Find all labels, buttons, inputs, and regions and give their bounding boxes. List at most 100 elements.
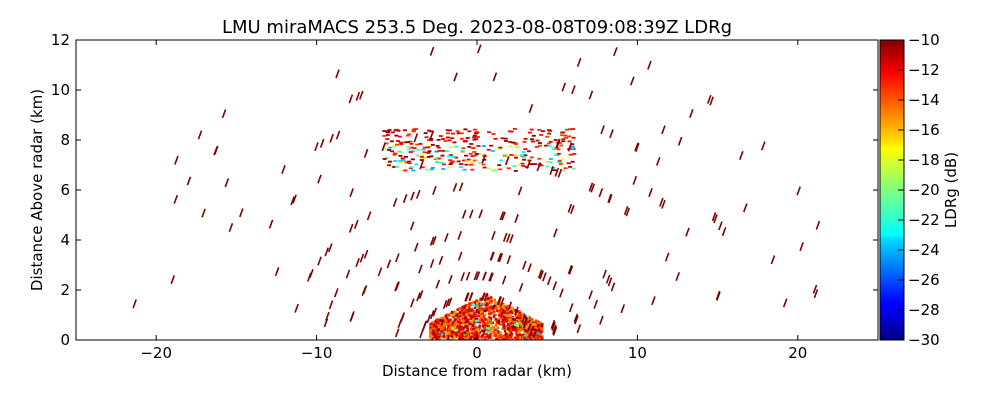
echo-pixel [468, 152, 473, 155]
echo-pixel [520, 316, 524, 320]
echo-pixel [485, 305, 489, 309]
echo-pixel [486, 148, 491, 151]
echo-pixel [431, 335, 434, 338]
echo-streak [473, 271, 479, 281]
echo-pixel [458, 322, 461, 325]
echo-pixel [436, 146, 441, 149]
echo-pixel [509, 335, 513, 339]
echo-streak [799, 242, 804, 252]
echo-pixel [424, 136, 429, 139]
echo-pixel [480, 318, 484, 322]
echo-pixel [435, 144, 440, 147]
echo-streak [549, 165, 554, 175]
echo-pixel [470, 333, 473, 337]
echo-pixel [497, 330, 500, 333]
echo-streak [421, 321, 427, 331]
echo-pixel [476, 301, 479, 305]
echo-pixel [494, 302, 498, 306]
echo-pixel [458, 314, 461, 318]
echo-pixel [445, 129, 450, 132]
echo-pixel [476, 304, 479, 307]
echo-streak [482, 271, 487, 281]
echo-pixel [406, 146, 411, 149]
echo-pixel [501, 327, 504, 330]
echo-pixel [501, 318, 504, 322]
echo-pixel [462, 312, 466, 315]
echo-pixel [470, 316, 474, 319]
echo-pixel [467, 130, 472, 133]
echo-pixel [540, 130, 545, 133]
echo-pixel [462, 159, 467, 162]
echo-pixel [470, 168, 475, 171]
echo-pixel [483, 323, 487, 326]
echo-pixel [459, 314, 463, 318]
echo-streak [661, 125, 666, 135]
echo-pixel [529, 317, 533, 321]
echo-pixel [455, 314, 458, 317]
echo-pixel [485, 307, 488, 310]
echo-pixel [394, 128, 399, 131]
echo-pixel [494, 328, 498, 331]
echo-pixel [540, 335, 544, 338]
echo-pixel [499, 332, 503, 336]
echo-pixel [539, 134, 544, 136]
echo-pixel [539, 332, 543, 336]
echo-pixel [447, 331, 451, 335]
echo-pixel [466, 319, 469, 322]
echo-pixel [472, 134, 477, 137]
echo-streak [623, 206, 629, 216]
echo-pixel [463, 331, 467, 334]
echo-pixel [447, 329, 450, 332]
echo-pixel [432, 328, 436, 332]
echo-pixel [474, 329, 478, 333]
echo-pixel [453, 323, 457, 326]
echo-pixel [496, 305, 499, 309]
echo-pixel [521, 335, 525, 339]
echo-pixel [409, 142, 414, 145]
echo-streak [429, 310, 435, 320]
echo-streak [528, 328, 534, 338]
echo-streak [499, 297, 505, 307]
echo-streak [452, 182, 458, 192]
echo-streak [400, 312, 406, 322]
echo-streak [317, 174, 322, 184]
echo-streak [770, 255, 776, 265]
echo-pixel [463, 306, 466, 310]
echo-pixel [481, 334, 485, 337]
colorbar-label: LDRg (dB) [942, 152, 960, 228]
y-axis: 0 2 4 6 8 10 12 [51, 31, 878, 349]
echo-pixel [487, 297, 490, 300]
echo-streak [718, 221, 723, 231]
echo-pixel [568, 153, 573, 156]
echo-pixel [452, 337, 456, 340]
echo-pixel [482, 329, 486, 333]
echo-pixel [398, 160, 403, 162]
echo-streak [570, 205, 575, 215]
echo-pixel [464, 154, 469, 157]
echo-streak [514, 306, 519, 316]
echo-pixel [461, 337, 465, 340]
echo-pixel [440, 330, 443, 333]
echo-pixel [458, 332, 462, 336]
echo-pixel [475, 313, 478, 317]
echo-streak [363, 249, 369, 259]
echo-pixel [491, 334, 494, 338]
echo-pixel [490, 321, 493, 324]
echo-pixel [458, 307, 461, 310]
echo-pixel [477, 162, 482, 165]
echo-pixel [537, 323, 540, 326]
echo-streak [197, 130, 203, 140]
echo-pixel [545, 165, 550, 168]
echo-pixel [467, 323, 470, 327]
echo-pixel [515, 146, 520, 148]
echo-pixel [460, 149, 465, 152]
echo-layer [132, 44, 821, 340]
echo-pixel [486, 328, 490, 332]
colorbar-tick-label: −30 [908, 331, 940, 349]
echo-streak [395, 253, 400, 263]
echo-pixel [481, 325, 485, 328]
echo-streak [419, 160, 424, 170]
echo-streak [661, 199, 666, 209]
echo-pixel [462, 321, 466, 325]
echo-pixel [532, 323, 535, 326]
